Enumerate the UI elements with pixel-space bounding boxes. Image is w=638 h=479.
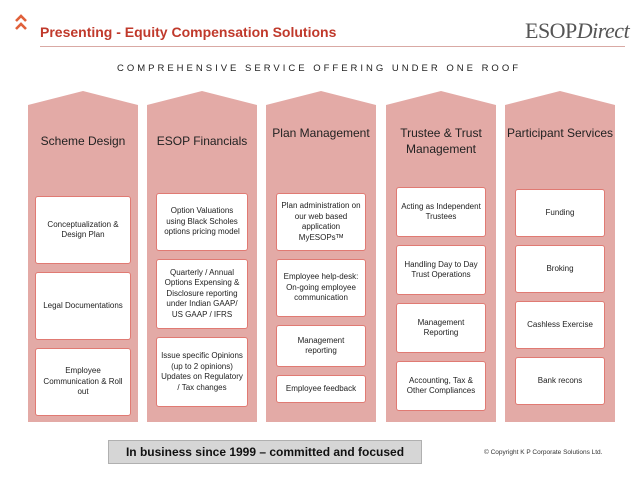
service-box: Legal Documentations bbox=[35, 272, 131, 340]
service-box: Issue specific Opinions (up to 2 opinion… bbox=[156, 337, 248, 407]
logo-primary-text: ESOP bbox=[525, 18, 577, 43]
service-box: Employee Communication & Roll out bbox=[35, 348, 131, 416]
service-box: Employee help-desk: On-going employee co… bbox=[276, 259, 366, 317]
service-box: Conceptualization & Design Plan bbox=[35, 196, 131, 264]
service-box: Accounting, Tax & Other Compliances bbox=[396, 361, 486, 411]
column-heading: Scheme Design bbox=[40, 134, 126, 148]
service-box: Option Valuations using Black Scholes op… bbox=[156, 193, 248, 251]
logo-secondary-text: Direct bbox=[576, 18, 630, 43]
service-box: Quarterly / Annual Options Expensing & D… bbox=[156, 259, 248, 329]
column-heading: Trustee & Trust Management bbox=[400, 126, 482, 156]
column-participant-services: Participant Services Funding Broking Cas… bbox=[505, 91, 615, 422]
copyright-text: © Copyright K P Corporate Solutions Ltd. bbox=[484, 449, 603, 456]
column-trustee-trust-management: Trustee & Trust Management Acting as Ind… bbox=[386, 91, 496, 422]
service-box: Funding bbox=[515, 189, 605, 237]
service-box: Employee feedback bbox=[276, 375, 366, 403]
service-box: Acting as Independent Trustees bbox=[396, 187, 486, 237]
column-scheme-design: Scheme Design Conceptualization & Design… bbox=[28, 91, 138, 422]
service-box: Cashless Exercise bbox=[515, 301, 605, 349]
column-heading: ESOP Financials bbox=[156, 134, 248, 148]
column-plan-management: Plan Management Plan administration on o… bbox=[266, 91, 376, 422]
column-esop-financials: ESOP Financials Option Valuations using … bbox=[147, 91, 257, 422]
double-chevron-up-icon bbox=[15, 14, 27, 30]
title-divider bbox=[40, 46, 625, 47]
column-heading: Participant Services bbox=[506, 126, 614, 140]
service-box: Management reporting bbox=[276, 325, 366, 367]
service-box: Plan administration on our web based app… bbox=[276, 193, 366, 251]
service-box: Bank recons bbox=[515, 357, 605, 405]
page-title: Presenting - Equity Compensation Solutio… bbox=[40, 24, 337, 40]
company-logo: ESOPDirect bbox=[525, 18, 630, 44]
footer-banner: In business since 1999 – committed and f… bbox=[108, 440, 422, 464]
service-box: Management Reporting bbox=[396, 303, 486, 353]
column-heading: Plan Management bbox=[272, 126, 370, 140]
service-box: Broking bbox=[515, 245, 605, 293]
service-box: Handling Day to Day Trust Operations bbox=[396, 245, 486, 295]
tagline: COMPREHENSIVE SERVICE OFFERING UNDER ONE… bbox=[116, 63, 522, 74]
